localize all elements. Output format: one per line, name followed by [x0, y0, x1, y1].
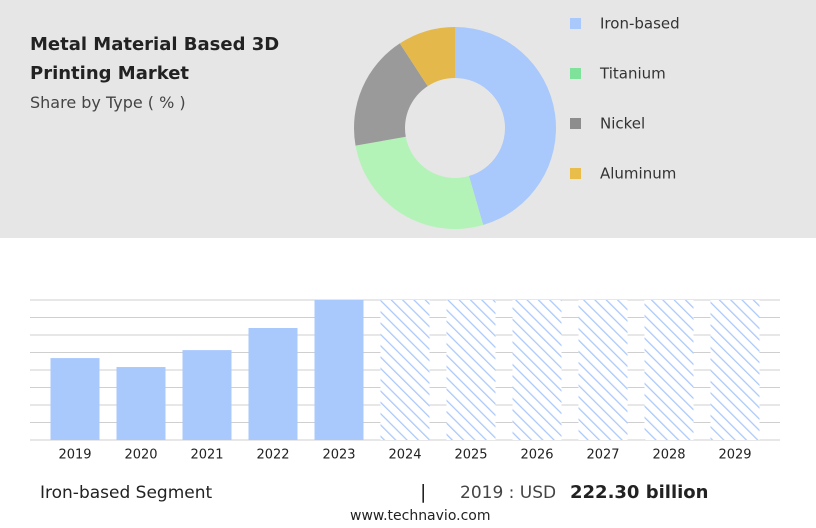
- value-text: 222.30 billion: [570, 482, 709, 503]
- x-tick-label: 2025: [454, 448, 487, 463]
- legend-label: Aluminum: [600, 165, 676, 183]
- x-tick-label: 2028: [652, 448, 685, 463]
- x-tick-label: 2022: [256, 448, 289, 463]
- x-tick-label: 2021: [190, 448, 223, 463]
- x-tick-label: 2027: [586, 448, 619, 463]
- forecast-placeholder: [446, 300, 496, 440]
- legend-swatch: [570, 168, 581, 179]
- value-prefix: 2019 : USD: [460, 483, 557, 503]
- x-tick-label: 2019: [58, 448, 91, 463]
- x-tick-label: 2023: [322, 448, 355, 463]
- bar: [182, 350, 232, 440]
- title: Metal Material Based 3D Printing Market: [30, 34, 280, 84]
- donut-slice: [353, 43, 428, 146]
- legend-swatch: [570, 118, 581, 129]
- x-tick-label: 2026: [520, 448, 553, 463]
- legend-label: Titanium: [599, 65, 666, 83]
- bar: [248, 328, 298, 440]
- x-tick-label: 2024: [388, 448, 421, 463]
- legend-swatch: [570, 68, 581, 79]
- donut-slice: [455, 27, 556, 225]
- legend-label: Iron-based: [600, 15, 680, 33]
- forecast-placeholder: [578, 300, 628, 440]
- separator: |: [420, 481, 427, 503]
- donut-slice: [399, 27, 455, 87]
- source: www.technavio.com: [350, 508, 491, 524]
- subtitle: Share by Type ( % ): [30, 93, 186, 112]
- segment-label: Iron-based Segment: [40, 483, 213, 503]
- bar: [50, 358, 100, 440]
- bar: [314, 300, 364, 440]
- forecast-placeholder: [644, 300, 694, 440]
- forecast-placeholder: [512, 300, 562, 440]
- legend-swatch: [570, 18, 581, 29]
- legend-label: Nickel: [600, 115, 645, 133]
- x-tick-label: 2020: [124, 448, 157, 463]
- bar: [116, 367, 166, 440]
- forecast-placeholder: [710, 300, 760, 440]
- x-tick-label: 2029: [718, 448, 751, 463]
- donut-slice: [355, 136, 484, 229]
- forecast-placeholder: [380, 300, 430, 440]
